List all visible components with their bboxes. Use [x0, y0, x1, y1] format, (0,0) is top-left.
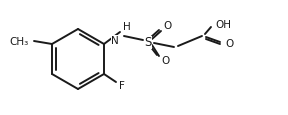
Text: H: H [123, 22, 131, 32]
Text: N: N [111, 36, 119, 46]
Text: O: O [225, 39, 233, 49]
Text: F: F [119, 80, 125, 90]
Text: O: O [161, 56, 169, 65]
Text: S: S [144, 36, 152, 49]
Text: O: O [163, 21, 171, 31]
Text: OH: OH [215, 20, 231, 30]
Text: CH₃: CH₃ [10, 37, 29, 47]
